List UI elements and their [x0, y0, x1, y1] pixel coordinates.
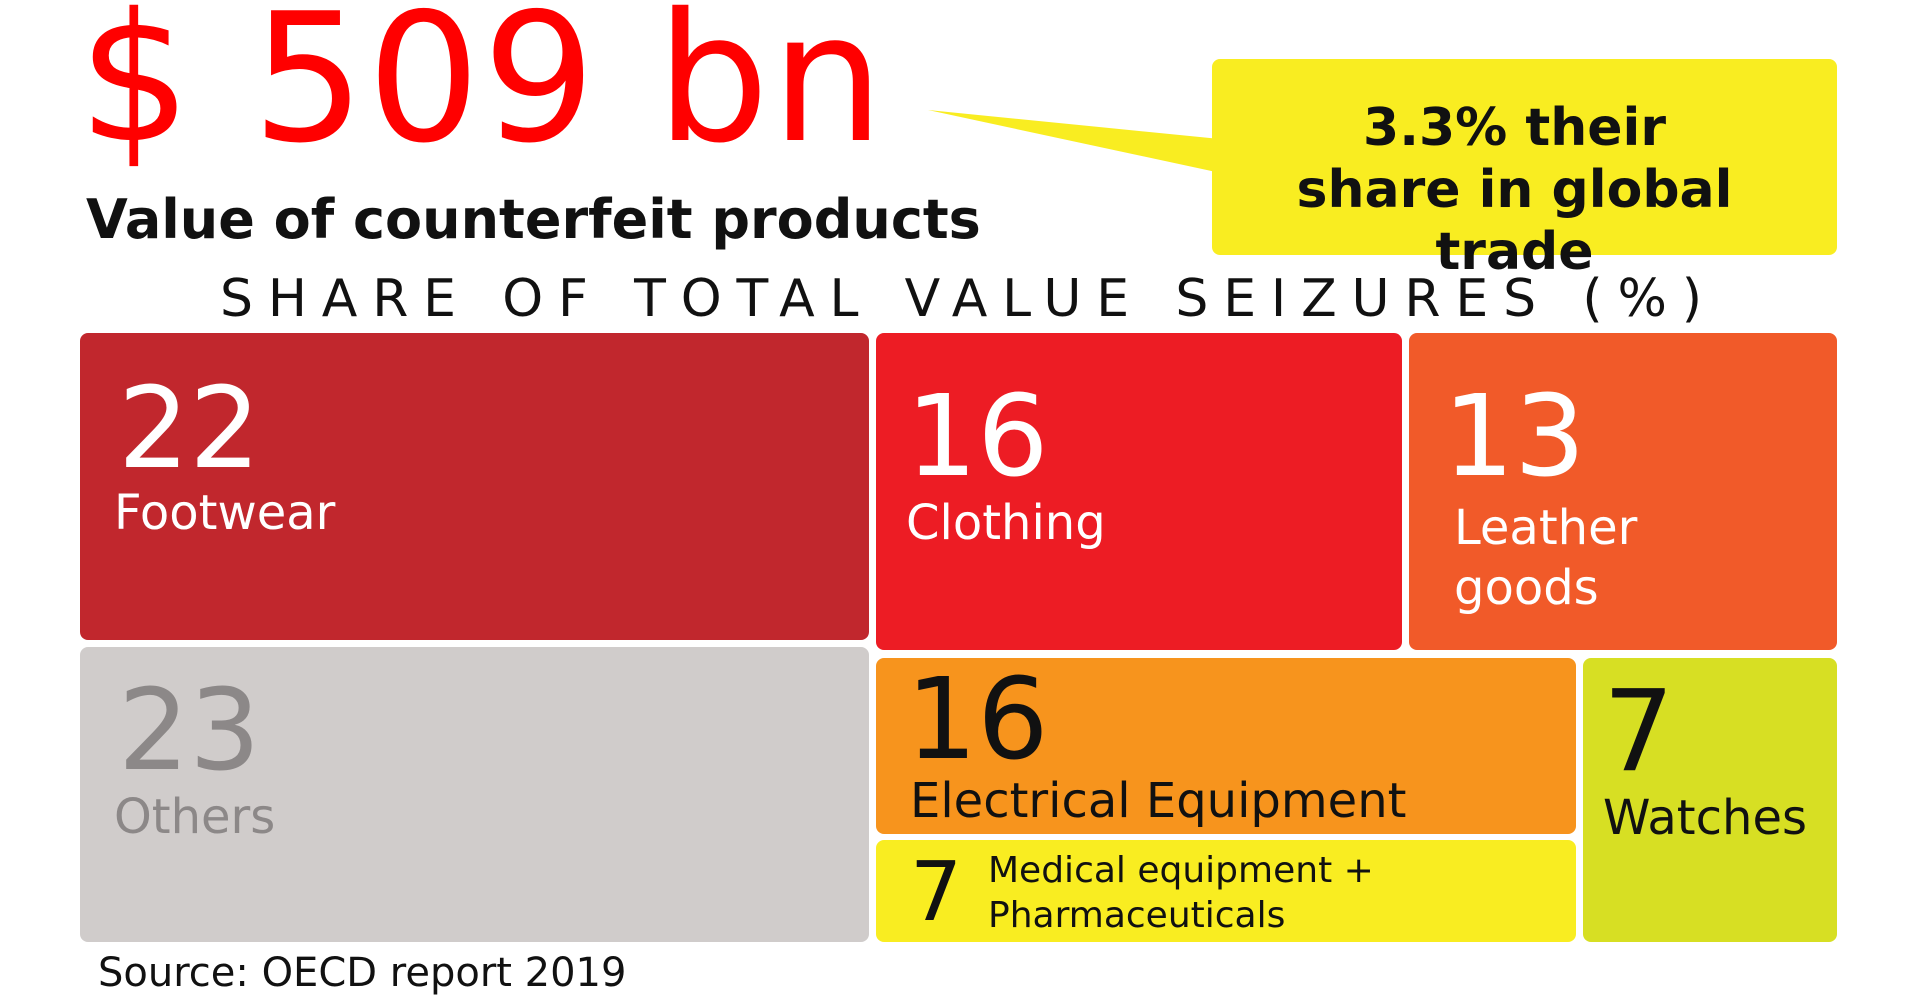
- value-label: 7: [1603, 667, 1675, 797]
- tile: 16 Clothing: [876, 333, 1402, 650]
- value-label: 13: [1443, 372, 1586, 502]
- value-label: 22: [118, 364, 261, 494]
- callout: 3.3% their share in global trade: [1212, 59, 1837, 282]
- category-label: Leather goods: [1454, 500, 1638, 616]
- category-label: Medical equipment + Pharmaceuticals: [988, 850, 1374, 936]
- headline: $ 509 bn: [78, 0, 886, 182]
- tile: 7 Medical equipment + Pharmaceuticals: [876, 840, 1576, 942]
- tile: 7 Watches: [1583, 658, 1837, 942]
- tile: 16 Electrical Equipment: [876, 658, 1576, 834]
- callout-pointer: [928, 110, 1230, 175]
- category-label: Clothing: [906, 495, 1106, 551]
- tile: 22 Footwear: [80, 333, 869, 640]
- source: Source: OECD report 2019: [98, 950, 627, 996]
- value-label: 16: [906, 655, 1049, 785]
- category-label: Electrical Equipment: [910, 773, 1407, 829]
- category-label: Others: [114, 789, 276, 845]
- value-label: 23: [118, 666, 261, 796]
- value-label: 7: [910, 845, 963, 940]
- category-label: Footwear: [114, 485, 336, 541]
- tile: 23 Others: [80, 647, 869, 942]
- subtitle-area: SHARE OF TOTAL VALUE SEIZURES (%): [220, 270, 1702, 329]
- chart-title: SHARE OF TOTAL VALUE SEIZURES (%): [220, 270, 1702, 329]
- headline-caption: Value of counterfeit products: [86, 188, 981, 251]
- tile: 13 Leather goods: [1409, 333, 1837, 650]
- category-label: Watches: [1603, 790, 1807, 846]
- value-label: 16: [906, 372, 1049, 502]
